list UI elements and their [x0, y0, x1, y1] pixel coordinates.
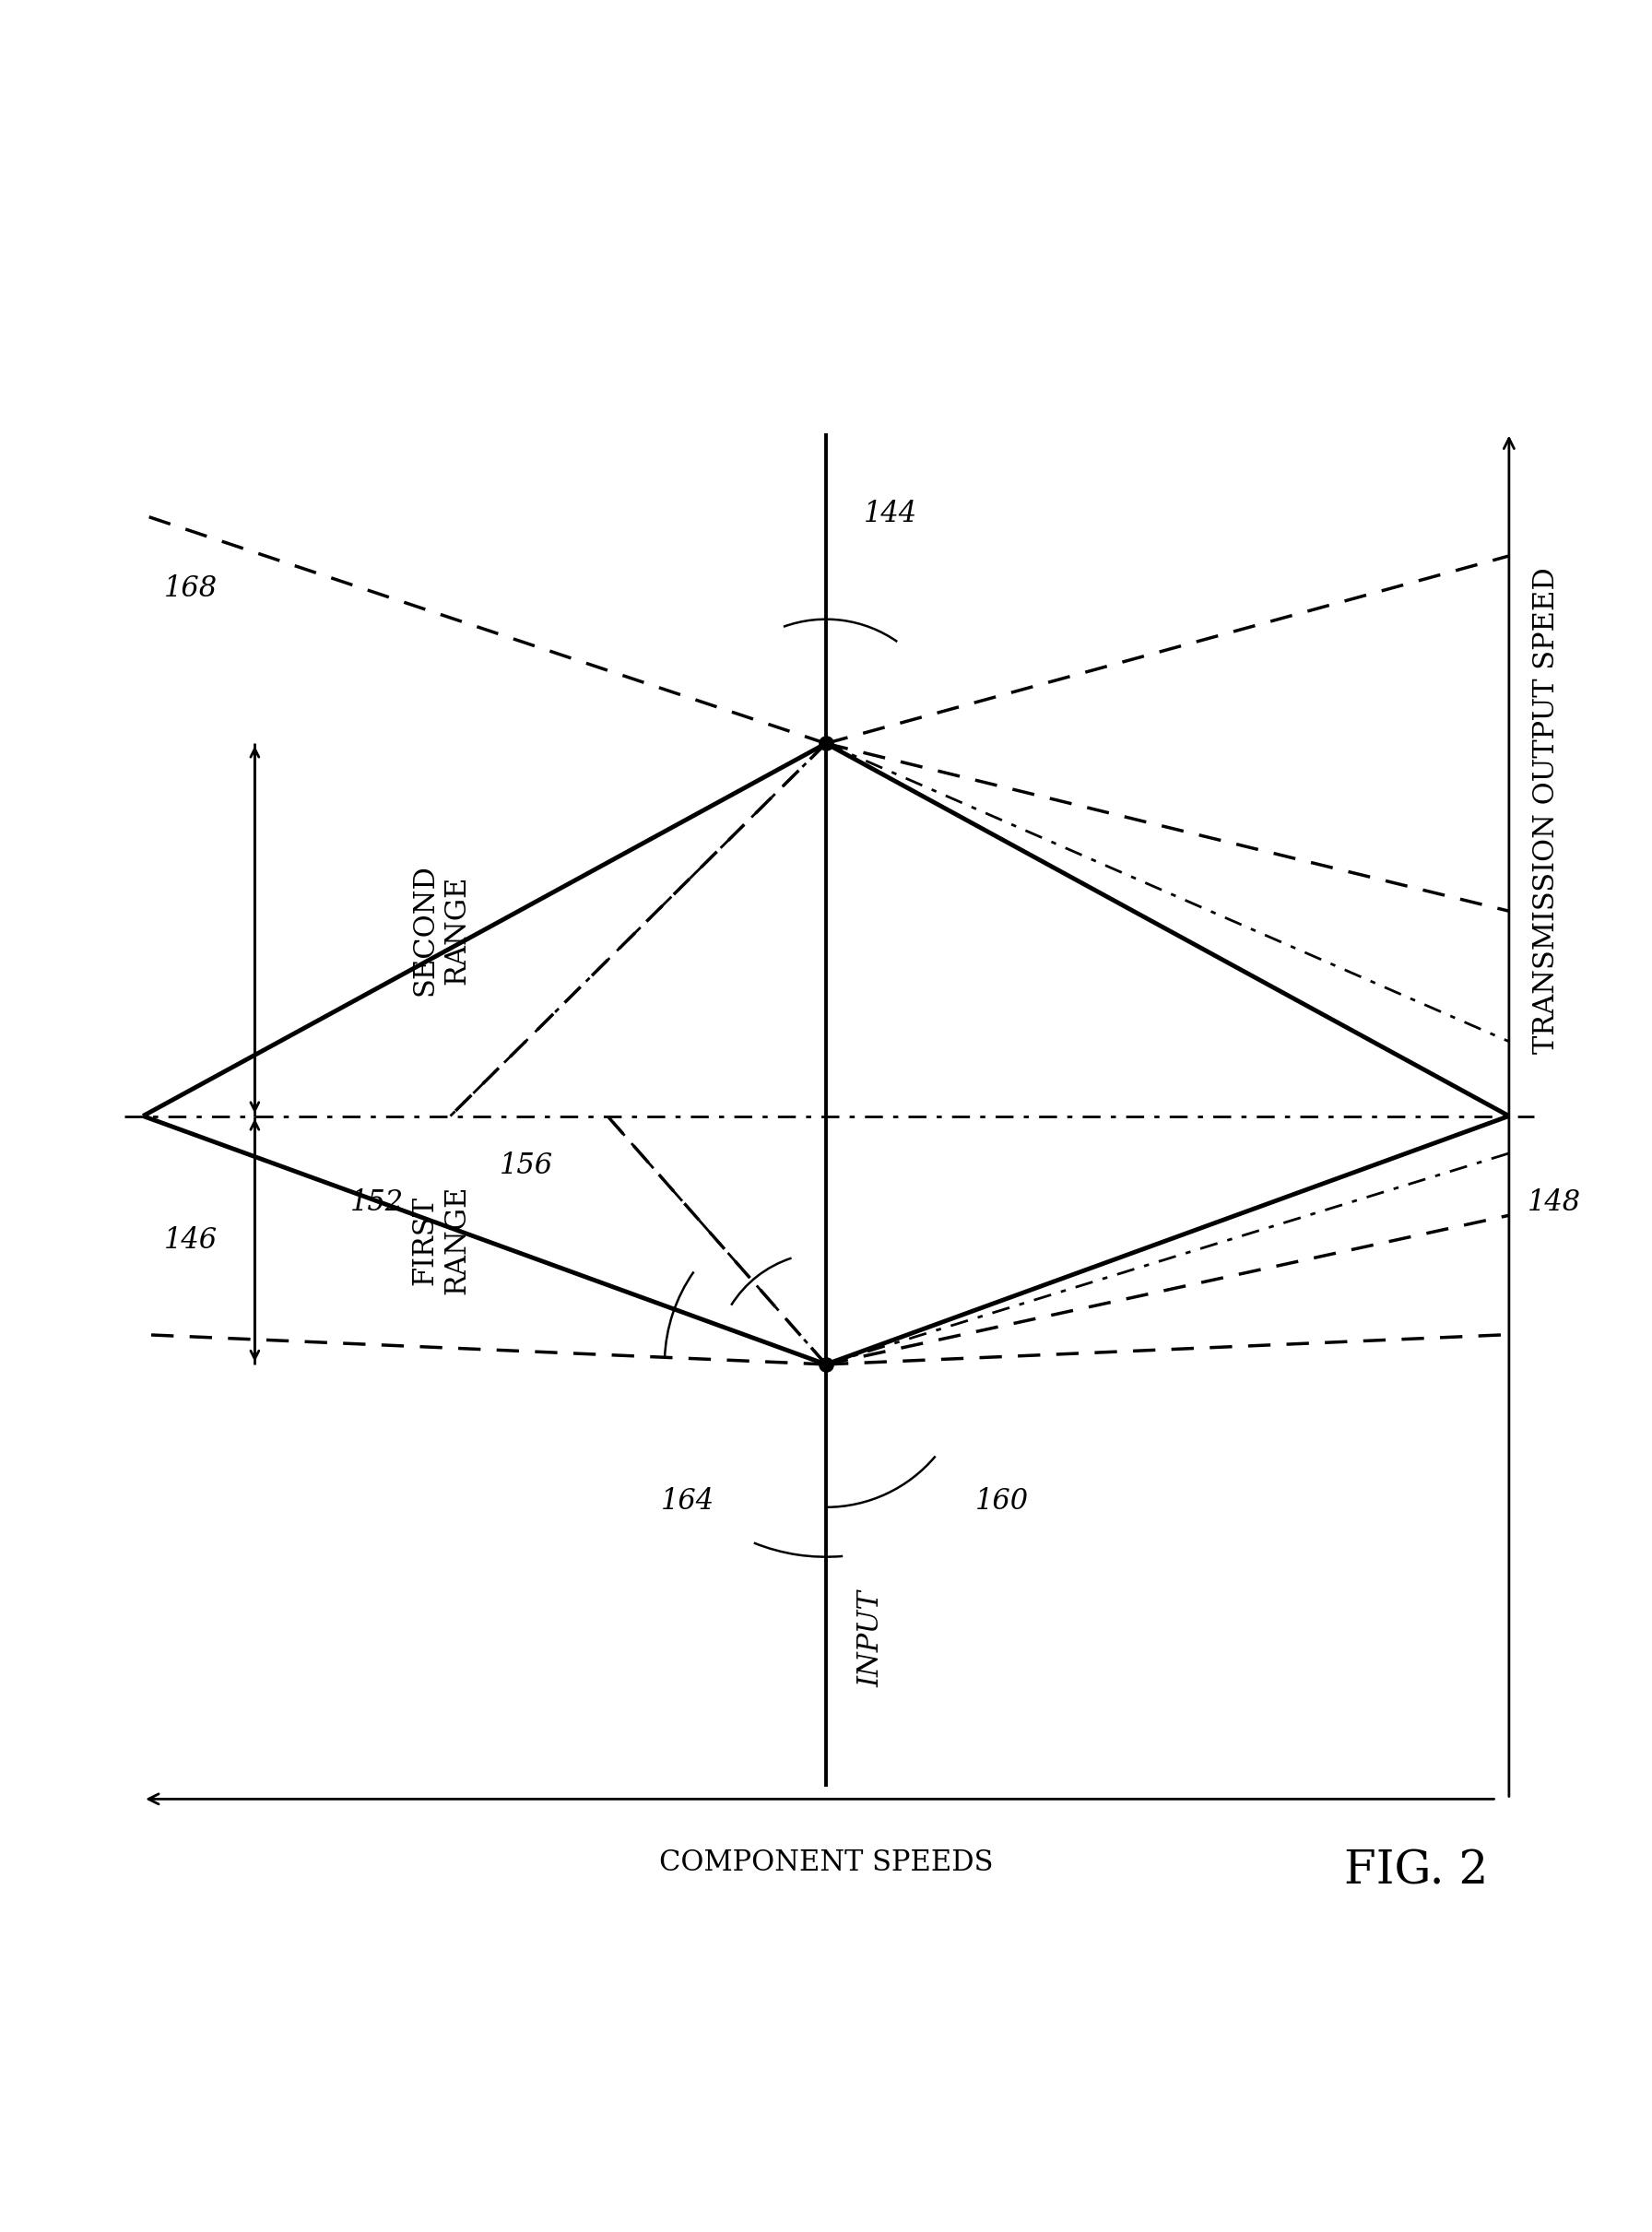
Text: 144: 144	[864, 500, 917, 529]
Text: 148: 148	[1528, 1190, 1581, 1216]
Text: 164: 164	[661, 1487, 714, 1516]
Text: INPUT: INPUT	[857, 1591, 885, 1687]
Text: 168: 168	[164, 574, 218, 603]
Text: 156: 156	[499, 1152, 553, 1181]
Text: FIG. 2: FIG. 2	[1343, 1848, 1488, 1895]
Text: COMPONENT SPEEDS: COMPONENT SPEEDS	[659, 1848, 993, 1877]
Text: 152: 152	[350, 1190, 403, 1216]
Text: SECOND
RANGE: SECOND RANGE	[410, 864, 472, 995]
Text: TRANSMISSION OUTPUT SPEED: TRANSMISSION OUTPUT SPEED	[1531, 567, 1561, 1054]
Text: 160: 160	[975, 1487, 1029, 1516]
Text: FIRST
RANGE: FIRST RANGE	[410, 1185, 472, 1295]
Text: 146: 146	[164, 1225, 218, 1254]
